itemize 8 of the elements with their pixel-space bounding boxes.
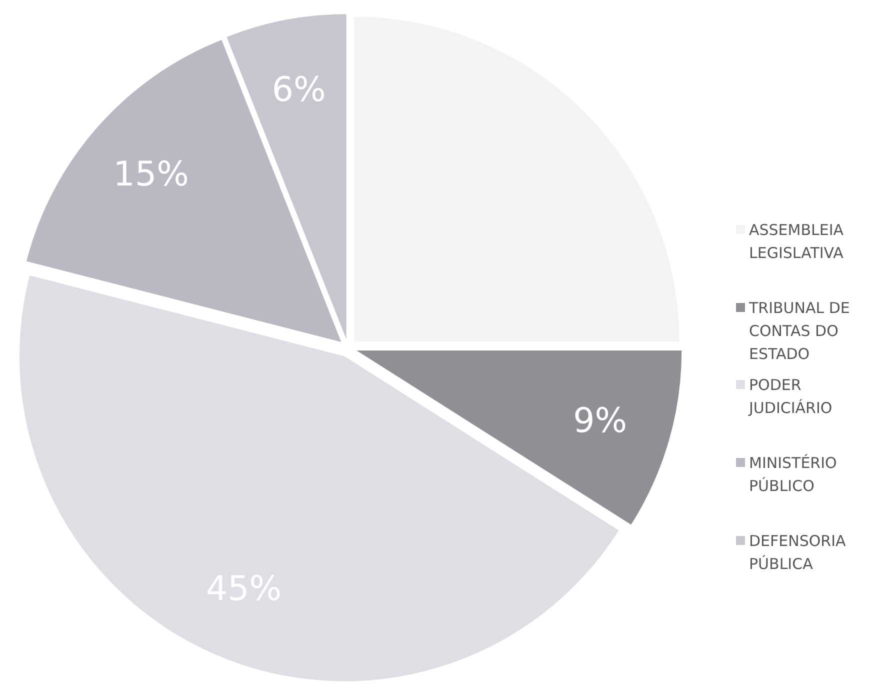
data-label: 15% bbox=[113, 154, 189, 194]
data-label: 6% bbox=[272, 70, 326, 110]
data-label: 9% bbox=[573, 401, 628, 442]
legend-label: DEFENSORIA PÚBLICA bbox=[749, 532, 847, 573]
legend-label: MINISTÉRIO PÚBLICO bbox=[749, 454, 837, 495]
legend-label: TRIBUNAL DE CONTAS DO ESTADO bbox=[748, 299, 850, 363]
legend-label: ASSEMBLEIA LEGISLATIVA bbox=[749, 221, 844, 262]
legend-label: PODER JUDICIÁRIO bbox=[748, 376, 832, 417]
